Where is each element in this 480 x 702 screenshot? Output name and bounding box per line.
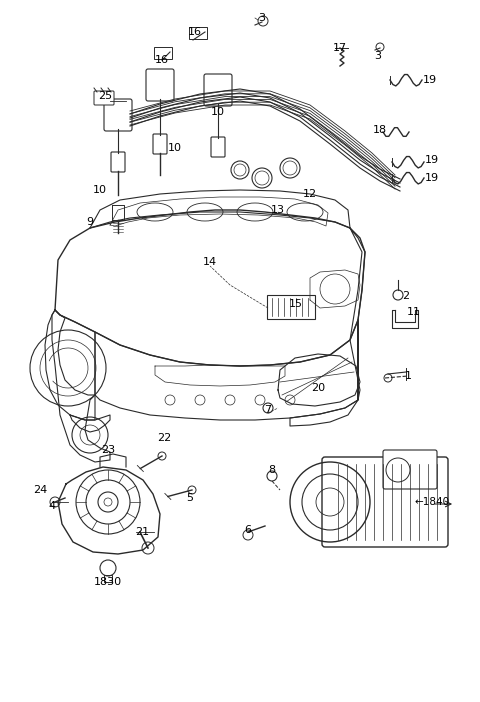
FancyBboxPatch shape <box>322 457 448 547</box>
FancyBboxPatch shape <box>146 69 174 101</box>
Text: 10: 10 <box>93 185 107 195</box>
Text: 21: 21 <box>135 527 149 537</box>
FancyBboxPatch shape <box>211 137 225 157</box>
Text: ←1840: ←1840 <box>414 497 450 507</box>
Text: 3: 3 <box>374 51 382 61</box>
Text: 17: 17 <box>333 43 347 53</box>
FancyBboxPatch shape <box>267 295 315 319</box>
Text: 15: 15 <box>289 299 303 309</box>
Text: 4: 4 <box>48 501 56 511</box>
Text: 19: 19 <box>423 75 437 85</box>
FancyBboxPatch shape <box>383 450 437 489</box>
Text: 16: 16 <box>188 27 202 37</box>
Text: 24: 24 <box>33 485 47 495</box>
FancyBboxPatch shape <box>94 91 114 105</box>
FancyBboxPatch shape <box>154 47 172 59</box>
Text: 18: 18 <box>373 125 387 135</box>
Text: 8: 8 <box>268 465 276 475</box>
Text: 11: 11 <box>407 307 421 317</box>
Text: 25: 25 <box>98 91 112 101</box>
Text: 19: 19 <box>425 155 439 165</box>
Text: 23: 23 <box>101 445 115 455</box>
Text: 22: 22 <box>157 433 171 443</box>
Text: 6: 6 <box>244 525 252 535</box>
FancyBboxPatch shape <box>153 134 167 154</box>
Text: 13: 13 <box>271 205 285 215</box>
Text: 1830: 1830 <box>94 577 122 587</box>
Text: 16: 16 <box>155 55 169 65</box>
Text: 19: 19 <box>425 173 439 183</box>
Text: 5: 5 <box>187 493 193 503</box>
Text: 10: 10 <box>168 143 182 153</box>
Text: 10: 10 <box>211 107 225 117</box>
FancyBboxPatch shape <box>111 152 125 172</box>
Text: 14: 14 <box>203 257 217 267</box>
Text: 2: 2 <box>402 291 409 301</box>
FancyBboxPatch shape <box>104 99 132 131</box>
FancyBboxPatch shape <box>204 74 232 106</box>
Text: 9: 9 <box>86 217 94 227</box>
Text: 3: 3 <box>259 13 265 23</box>
Text: 12: 12 <box>303 189 317 199</box>
Text: 1: 1 <box>405 371 411 381</box>
FancyBboxPatch shape <box>189 27 207 39</box>
Text: 20: 20 <box>311 383 325 393</box>
Text: 7: 7 <box>264 405 272 415</box>
